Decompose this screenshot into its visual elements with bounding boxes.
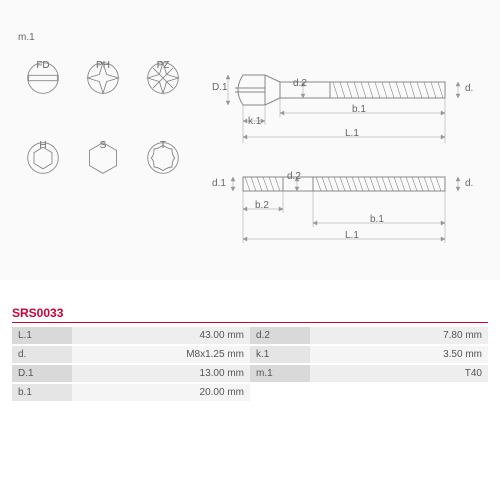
spec-value: T40 <box>310 365 488 384</box>
spec-label <box>250 384 310 403</box>
drive-icons-grid: FD PH PZ H <box>18 60 188 210</box>
flat-drive-icon <box>25 60 61 96</box>
phillips-drive-icon <box>85 60 121 96</box>
spec-label: b.1 <box>12 384 72 403</box>
dim-L1-bot: L.1 <box>345 230 359 241</box>
dim-d2-top: d.2 <box>293 78 307 89</box>
drive-fd: FD <box>18 60 68 130</box>
dim-D1: D.1 <box>212 82 228 93</box>
dim-b1-bot: b.1 <box>370 214 384 225</box>
pozi-drive-icon <box>145 60 181 96</box>
spec-value: 20.00 mm <box>72 384 250 403</box>
label-m1: m.1 <box>18 32 35 43</box>
drive-pz: PZ <box>138 60 188 130</box>
dim-d-top: d. <box>465 83 473 94</box>
drive-t: T <box>138 140 188 210</box>
spec-value: 3.50 mm <box>310 346 488 365</box>
dim-b1-top: b.1 <box>352 104 366 115</box>
spec-label: L.1 <box>12 327 72 346</box>
dim-d2-bot: d.2 <box>287 171 301 182</box>
spec-value: 43.00 mm <box>72 327 250 346</box>
hex-head-icon <box>85 140 121 176</box>
spec-value: 7.80 mm <box>310 327 488 346</box>
drive-ph: PH <box>78 60 128 130</box>
dim-d1: d.1 <box>212 178 226 189</box>
spec-label: d. <box>12 346 72 365</box>
technical-diagram: m.1 FD PH PZ <box>0 0 500 280</box>
spec-table: L.1 43.00 mm d.2 7.80 mm d. M8x1.25 mm k… <box>12 327 488 403</box>
spec-value <box>310 384 488 403</box>
dim-d-bot: d. <box>465 178 473 189</box>
spec-value: 13.00 mm <box>72 365 250 384</box>
dim-b2: b.2 <box>255 200 269 211</box>
dim-k1: k.1 <box>248 116 261 127</box>
dim-L1-top: L.1 <box>345 128 359 139</box>
drive-s: S <box>78 140 128 210</box>
hex-socket-icon <box>25 140 61 176</box>
spec-label: d.2 <box>250 327 310 346</box>
spec-label: D.1 <box>12 365 72 384</box>
spec-label: k.1 <box>250 346 310 365</box>
spec-value: M8x1.25 mm <box>72 346 250 365</box>
part-number: SRS0033 <box>12 306 488 323</box>
spec-section: SRS0033 L.1 43.00 mm d.2 7.80 mm d. M8x1… <box>0 300 500 403</box>
spec-label: m.1 <box>250 365 310 384</box>
drive-h: H <box>18 140 68 210</box>
torx-drive-icon <box>145 140 181 176</box>
